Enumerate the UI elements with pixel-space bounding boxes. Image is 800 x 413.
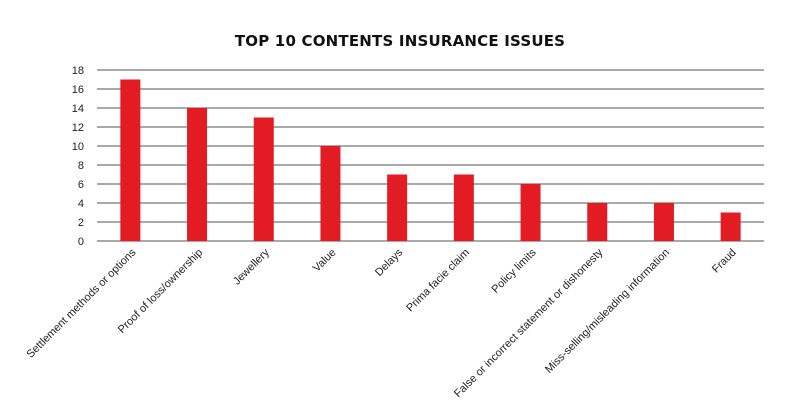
x-category-label: Settlement methods or options (24, 246, 138, 360)
x-category-label: Prima facie claim (404, 247, 472, 315)
y-tick-label: 8 (78, 160, 84, 172)
gridlines (97, 69, 764, 242)
y-tick-label: 16 (72, 84, 84, 96)
bar (320, 146, 341, 241)
y-tick-label: 10 (72, 141, 84, 153)
y-axis-ticks: 0 2 4 6 8 10 12 14 16 18 (72, 65, 84, 248)
x-category-label: Miss-selling/misleading information (543, 247, 672, 376)
x-category-label: Jewellery (231, 246, 272, 287)
y-tick-label: 6 (78, 179, 84, 191)
bars (120, 79, 741, 241)
chart-title: TOP 10 CONTENTS INSURANCE ISSUES (234, 32, 566, 50)
bar (587, 203, 608, 241)
bar (387, 174, 408, 241)
x-category-label: Delays (373, 246, 406, 279)
y-tick-label: 18 (72, 65, 84, 77)
bar (120, 79, 141, 241)
x-category-label: Policy limits (490, 246, 539, 295)
y-tick-label: 4 (78, 198, 84, 210)
y-tick-label: 14 (72, 103, 84, 115)
x-category-label: Value (311, 247, 339, 275)
bar (653, 203, 674, 241)
y-tick-label: 2 (78, 217, 84, 229)
bar (187, 108, 208, 241)
bar (520, 184, 541, 241)
x-category-label: False or incorrect statement or dishones… (452, 246, 606, 400)
y-tick-label: 12 (72, 122, 84, 134)
bar (720, 212, 741, 241)
x-category-label: Fraud (710, 247, 739, 276)
y-tick-label: 0 (78, 236, 84, 248)
bar (453, 174, 474, 241)
bar (253, 117, 274, 241)
